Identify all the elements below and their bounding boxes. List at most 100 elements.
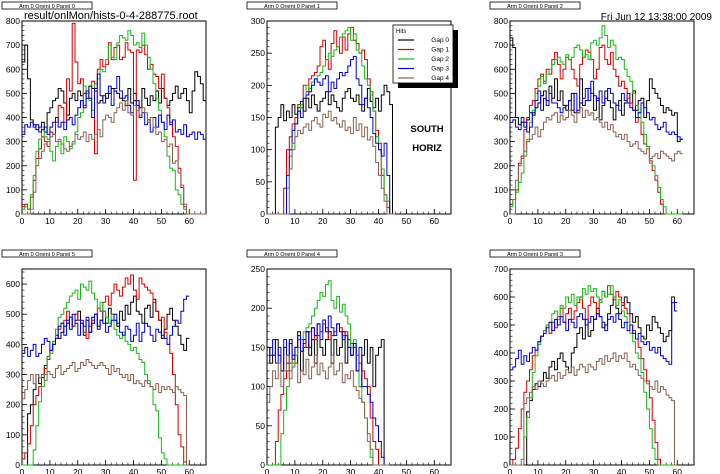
- y-tick-label: 100: [251, 145, 265, 155]
- x-tick-label: 10: [533, 216, 543, 226]
- legend-entry: Gap 2: [431, 56, 449, 63]
- histogram-series-gap-1: [267, 323, 390, 466]
- histogram-series-gap-2: [22, 280, 190, 466]
- y-tick-label: 700: [494, 40, 508, 50]
- plot-frame: [266, 268, 452, 466]
- y-tick-label: 200: [6, 161, 20, 171]
- x-tick-label: 10: [45, 467, 55, 474]
- x-tick-label: 50: [157, 467, 167, 474]
- y-tick-label: 600: [6, 64, 20, 74]
- histogram-panel-4: Arm 0 Orient 0 Panel 4 0 10 20 30 40 50 60 0 50 10…: [246, 249, 452, 474]
- histogram-series-gap-4: [267, 110, 396, 215]
- legend-title: Hits: [396, 29, 406, 35]
- panel-title-box: [1, 1, 93, 10]
- y-tick-label: 0: [260, 460, 265, 470]
- x-tick-label: 30: [346, 216, 356, 226]
- y-tick-label: 250: [251, 48, 265, 58]
- x-tick-label: 50: [157, 216, 167, 226]
- y-tick-label: 800: [6, 16, 20, 26]
- x-tick-label: 60: [185, 467, 195, 474]
- x-tick-label: 20: [561, 216, 571, 226]
- histogram-series-gap-4: [22, 359, 190, 466]
- x-tick-label: 30: [589, 216, 599, 226]
- y-tick-label: 300: [494, 376, 508, 386]
- legend-entry: Gap 4: [431, 75, 449, 82]
- histogram-series-gap-3: [510, 302, 678, 371]
- y-tick-label: 100: [251, 382, 265, 392]
- y-tick-label: 100: [494, 432, 508, 442]
- x-tick-label: 20: [73, 216, 83, 226]
- histogram-series-gap-0: [510, 37, 683, 143]
- y-tick-label: 0: [15, 460, 20, 470]
- x-tick-label: 50: [402, 216, 412, 226]
- panel-title: Arm 0 Orient 0 Panel 4: [264, 252, 320, 258]
- y-tick-label: 100: [6, 185, 20, 195]
- panel-title: Arm 0 Orient 0 Panel 3: [507, 252, 563, 258]
- y-tick-label: 100: [6, 430, 20, 440]
- y-tick-label: 300: [6, 137, 20, 147]
- x-tick-label: 40: [617, 467, 627, 474]
- legend-entry: Gap 1: [431, 47, 449, 54]
- legend-entry: Gap 0: [431, 37, 449, 44]
- y-tick-label: 500: [494, 320, 508, 330]
- panel-title: Arm 0 Orient 0 Panel 2: [507, 4, 563, 10]
- histogram-series-gap-3: [22, 73, 206, 140]
- x-tick-label: 50: [645, 467, 655, 474]
- x-tick-label: 30: [101, 216, 111, 226]
- y-tick-label: 600: [494, 292, 508, 302]
- y-tick-label: 150: [251, 342, 265, 352]
- x-tick-label: 60: [430, 467, 440, 474]
- panel-title: Arm 0 Orient 0 Panel 1: [264, 4, 320, 10]
- histogram-panel-5: Arm 0 Orient 0 Panel 30 10 20 30 40 50 6001002…: [489, 249, 695, 474]
- x-tick-label: 40: [374, 216, 384, 226]
- x-tick-label: 30: [101, 467, 111, 474]
- histogram-panel-2: Arm 0 Orient 0 Panel 20 10 20 30 40 50 6001002…: [489, 1, 695, 226]
- y-tick-label: 200: [251, 303, 265, 313]
- x-tick-label: 20: [73, 467, 83, 474]
- legend-box: [392, 24, 454, 84]
- x-tick-label: 0: [508, 216, 513, 226]
- histogram-series-gap-2: [22, 30, 206, 215]
- y-tick-label: 0: [15, 209, 20, 219]
- histogram-panel-1: Arm 0 Orient 0 Panel 1 0 10 20 30 40 50 60 0 50 10…: [246, 1, 452, 226]
- y-tick-label: 600: [494, 64, 508, 74]
- histogram-series-gap-3: [267, 55, 396, 215]
- legend: Hits Gap 0 Gap 1 Gap 2 Gap 3 Gap 4: [392, 24, 458, 88]
- y-tick-label: 500: [494, 88, 508, 98]
- y-tick-label: 0: [260, 209, 265, 219]
- x-tick-label: 60: [673, 216, 683, 226]
- y-tick-label: 400: [6, 339, 20, 349]
- histogram-series-gap-1: [510, 44, 683, 215]
- y-tick-label: 700: [6, 40, 20, 50]
- x-tick-label: 30: [346, 467, 356, 474]
- y-tick-label: 400: [494, 348, 508, 358]
- annotation-south: SOUTH: [410, 124, 443, 135]
- x-tick-label: 0: [508, 467, 513, 474]
- y-tick-label: 200: [251, 80, 265, 90]
- x-tick-label: 30: [589, 467, 599, 474]
- y-tick-label: 200: [494, 161, 508, 171]
- panel-title-box: [489, 1, 581, 10]
- panel-title-box: [246, 249, 338, 258]
- panel-title-box: [1, 249, 93, 258]
- x-tick-label: 0: [20, 216, 25, 226]
- x-tick-label: 20: [318, 467, 328, 474]
- timestamp-label: Fri Jun 12 13:38:00 2009: [600, 12, 712, 23]
- histogram-series-gap-2: [510, 285, 678, 466]
- x-tick-label: 10: [290, 467, 300, 474]
- histogram-series-gap-4: [267, 354, 390, 466]
- annotation-horiz: HORIZ: [412, 143, 442, 154]
- panel-title: Arm 0 Orient 0 Panel 0: [19, 4, 75, 10]
- y-tick-label: 50: [256, 421, 266, 431]
- x-tick-label: 60: [430, 216, 440, 226]
- x-tick-label: 60: [185, 216, 195, 226]
- y-tick-label: 500: [6, 88, 20, 98]
- histogram-panel-0: Arm 0 Orient 0 Panel 00 10 20 30 40 50 6001002…: [1, 1, 207, 226]
- x-tick-label: 50: [645, 216, 655, 226]
- y-tick-label: 400: [6, 113, 20, 123]
- y-tick-label: 600: [6, 279, 20, 289]
- panel-title-box: [246, 1, 338, 10]
- x-tick-label: 10: [45, 216, 55, 226]
- x-tick-label: 40: [129, 467, 139, 474]
